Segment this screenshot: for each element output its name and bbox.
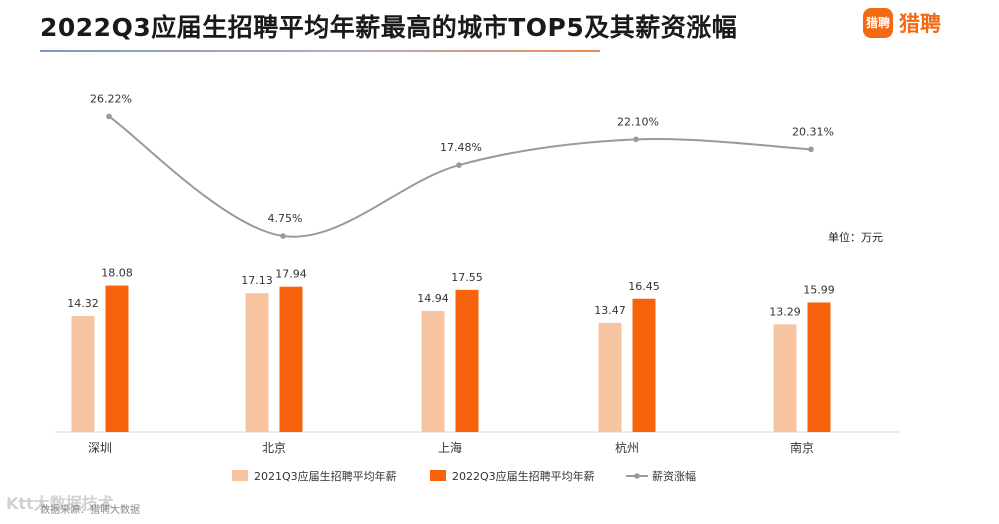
bar-2021-5 bbox=[773, 324, 797, 432]
growth-point-3 bbox=[456, 162, 462, 168]
data-label-2022: 16.45 bbox=[628, 280, 660, 293]
data-label-2021: 13.47 bbox=[594, 304, 626, 317]
data-label-2021: 13.29 bbox=[769, 305, 801, 318]
data-label-2021: 14.94 bbox=[417, 292, 449, 305]
unit-label: 单位：万元 bbox=[828, 231, 883, 244]
x-tick-label: 杭州 bbox=[615, 440, 639, 455]
bar-2022-5 bbox=[807, 302, 831, 432]
brand-name: 猎聘 bbox=[899, 12, 941, 36]
brand-logo: 猎聘 猎聘 bbox=[863, 8, 941, 38]
brand-badge-icon: 猎聘 bbox=[863, 8, 893, 38]
legend-label-2022: 2022Q3应届生招聘平均年薪 bbox=[452, 469, 595, 483]
data-label-2022: 18.08 bbox=[101, 267, 133, 280]
legend-label-growth: 薪资涨幅 bbox=[652, 470, 696, 483]
growth-label-3: 17.48% bbox=[440, 141, 482, 154]
x-tick-label: 深圳 bbox=[88, 441, 112, 455]
growth-point-4 bbox=[633, 136, 639, 143]
growth-rate-line bbox=[108, 115, 812, 238]
growth-point-2 bbox=[280, 233, 286, 239]
legend-swatch-2022 bbox=[430, 470, 446, 481]
bar-2022-1 bbox=[105, 285, 129, 432]
data-label-2021: 17.13 bbox=[241, 274, 273, 287]
x-tick-label: 上海 bbox=[438, 440, 462, 455]
legend-marker-growth bbox=[634, 473, 640, 479]
bar-2021-1 bbox=[71, 316, 95, 432]
growth-label-2: 4.75% bbox=[268, 212, 303, 225]
growth-label-4: 22.10% bbox=[617, 115, 659, 128]
data-label-2021: 14.32 bbox=[67, 297, 99, 310]
chart-title: 2022Q3应届生招聘平均年薪最高的城市TOP5及其薪资涨幅 bbox=[40, 13, 738, 42]
bar-2022-2 bbox=[279, 286, 303, 432]
growth-label-5: 20.31% bbox=[792, 125, 834, 138]
source-note: 数据来源：猎聘大数据 bbox=[40, 505, 140, 516]
bar-2021-4 bbox=[598, 322, 622, 432]
growth-point-5 bbox=[808, 146, 814, 153]
data-label-2022: 17.94 bbox=[275, 268, 307, 281]
bar-2021-3 bbox=[421, 310, 445, 432]
x-tick-label: 北京 bbox=[262, 441, 286, 455]
growth-point-1 bbox=[106, 113, 112, 120]
legend-swatch-2021 bbox=[232, 470, 248, 481]
legend-label-2021: 2021Q3应届生招聘平均年薪 bbox=[254, 469, 397, 483]
bar-2021-2 bbox=[245, 293, 269, 432]
title-underline bbox=[40, 50, 600, 52]
x-tick-label: 南京 bbox=[790, 440, 814, 455]
watermark: Ktt大数据技术 bbox=[6, 494, 114, 513]
bar-2022-3 bbox=[455, 289, 479, 432]
data-label-2022: 17.55 bbox=[451, 271, 483, 284]
data-label-2022: 15.99 bbox=[803, 283, 835, 296]
growth-label-1: 26.22% bbox=[90, 92, 132, 105]
bar-2022-4 bbox=[632, 298, 656, 432]
